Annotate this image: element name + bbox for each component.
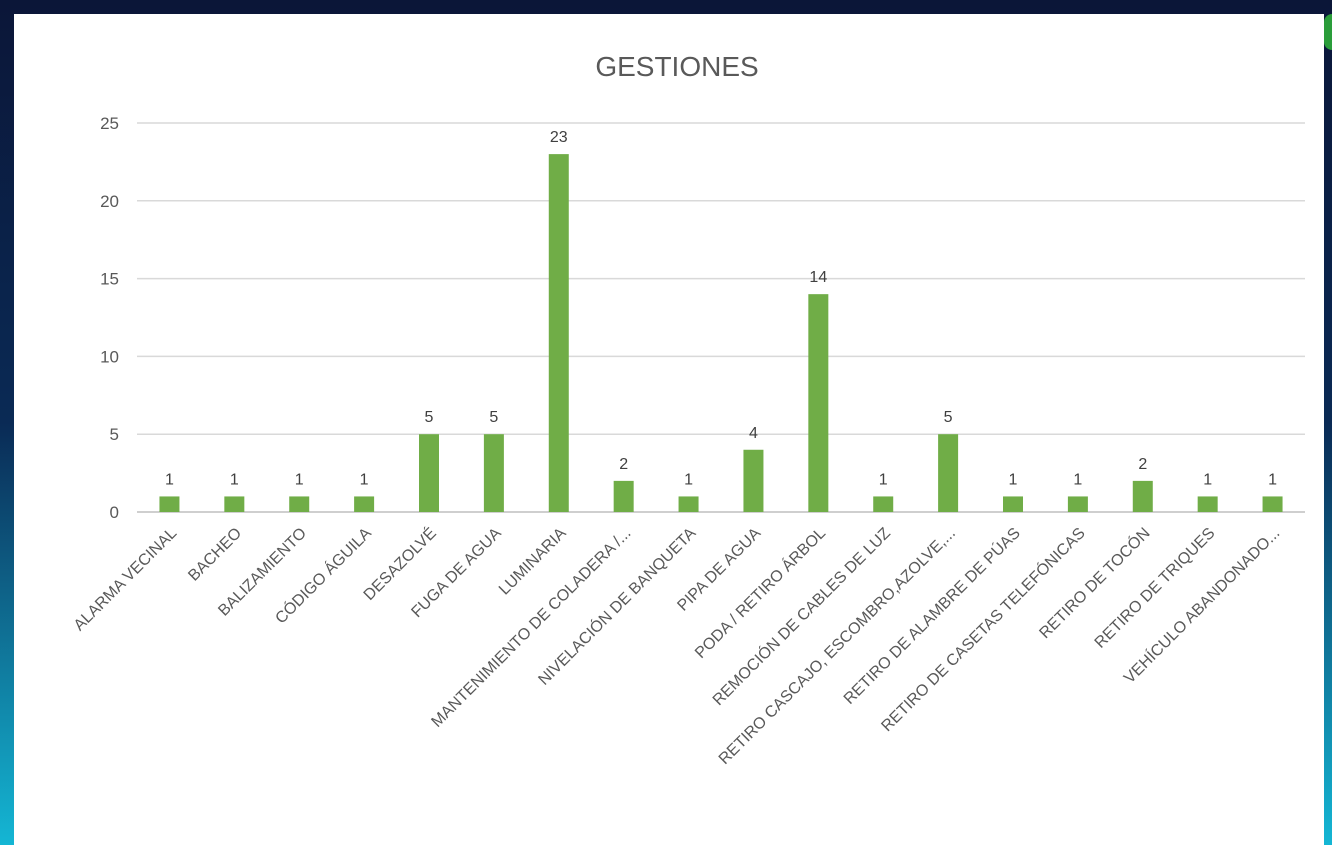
data-label: 1 bbox=[230, 471, 239, 488]
bar bbox=[1132, 480, 1153, 512]
data-label: 1 bbox=[165, 471, 174, 488]
data-label: 5 bbox=[944, 409, 953, 426]
bars bbox=[159, 154, 1283, 512]
bar bbox=[743, 449, 764, 512]
data-label: 1 bbox=[360, 471, 369, 488]
bar bbox=[1003, 496, 1023, 512]
x-tick-label: RETIRO DE TOCÓN bbox=[1035, 523, 1154, 642]
bar bbox=[483, 434, 504, 512]
chart-title: GESTIONES bbox=[595, 51, 758, 82]
x-tick-label: PODA / RETIRO ÁRBOL bbox=[691, 523, 830, 662]
x-tick-label: BACHEO bbox=[185, 525, 245, 585]
gridlines bbox=[137, 122, 1305, 513]
bar bbox=[808, 294, 829, 512]
y-tick-label: 0 bbox=[110, 503, 119, 522]
bar bbox=[678, 496, 699, 512]
x-tick-label: RETIRO DE TRIQUES bbox=[1092, 525, 1219, 652]
bar bbox=[613, 480, 634, 512]
data-label: 1 bbox=[1268, 471, 1277, 488]
x-tick-label: ALARMA VECINAL bbox=[71, 525, 181, 635]
corner-accent bbox=[1324, 14, 1332, 50]
data-label: 1 bbox=[295, 471, 304, 488]
data-label: 1 bbox=[879, 471, 888, 488]
chart-panel bbox=[14, 14, 1324, 845]
data-label: 2 bbox=[1138, 456, 1147, 473]
data-label: 2 bbox=[619, 456, 628, 473]
bar bbox=[354, 496, 375, 512]
data-label: 5 bbox=[489, 409, 498, 426]
bar bbox=[938, 434, 959, 512]
y-tick-label: 25 bbox=[100, 114, 119, 133]
bar bbox=[873, 496, 894, 512]
data-label: 1 bbox=[1009, 471, 1018, 488]
data-label: 5 bbox=[425, 409, 434, 426]
y-tick-label: 20 bbox=[100, 192, 119, 211]
bar bbox=[1067, 496, 1088, 512]
bar bbox=[419, 434, 439, 512]
bar bbox=[289, 496, 310, 512]
x-tick-label: RETIRO CASCAJO, ESCOMBRO,AZOLVE,... bbox=[716, 525, 959, 768]
data-label: 1 bbox=[1203, 471, 1212, 488]
y-tick-label: 10 bbox=[100, 347, 119, 366]
bar bbox=[1262, 496, 1283, 512]
data-label: 1 bbox=[684, 471, 693, 488]
y-tick-label: 15 bbox=[100, 270, 119, 289]
bar bbox=[224, 496, 245, 512]
data-label: 4 bbox=[749, 425, 758, 442]
bar bbox=[1197, 496, 1218, 512]
data-label: 1 bbox=[1073, 471, 1082, 488]
bar bbox=[159, 496, 180, 512]
data-label: 23 bbox=[550, 129, 568, 146]
data-label: 14 bbox=[809, 269, 827, 286]
bar bbox=[548, 154, 569, 512]
y-axis: 0 5 10 15 20 25 bbox=[100, 114, 119, 522]
y-tick-label: 5 bbox=[110, 425, 119, 444]
